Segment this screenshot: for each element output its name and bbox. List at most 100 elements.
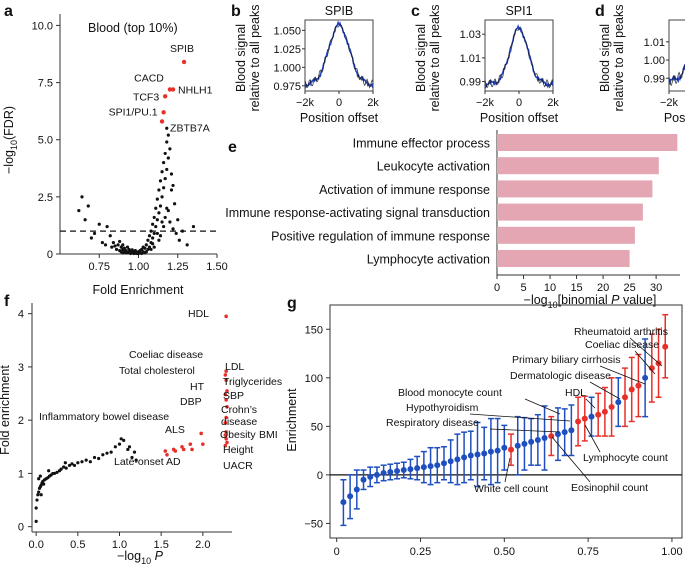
panel-f-annotations: HDL Coeliac disease LDL Total cholestero… xyxy=(39,308,282,472)
panel-e-xlabel-part2: [binomial xyxy=(558,293,612,307)
f-point xyxy=(37,490,41,494)
a-highlight-point xyxy=(181,59,187,65)
f-point xyxy=(132,450,137,454)
a-highlight-point xyxy=(167,87,173,92)
a-point xyxy=(155,197,159,201)
f-label-dbp: DBP xyxy=(180,396,202,408)
a-point xyxy=(119,245,123,249)
g-point xyxy=(347,493,354,500)
a-point xyxy=(171,227,175,231)
a-point xyxy=(185,243,189,247)
g-label-white-cell-count: White cell count xyxy=(474,483,548,495)
f-highlight-point xyxy=(224,415,228,420)
panel-a: a Blood (top 10%) 0 2.5 5.0 7.5 10.0 0.75 1.0… xyxy=(2,3,228,297)
g-point xyxy=(373,471,380,478)
g-label-dermatologic-disease: Dermatologic disease xyxy=(510,370,611,382)
f-label-ht: HT xyxy=(190,381,205,393)
g-leader-lymphocyte xyxy=(584,424,601,453)
e-bar xyxy=(497,180,653,198)
a-point xyxy=(174,231,178,236)
f-point xyxy=(72,463,77,468)
a-highlight-label: NHLH1 xyxy=(178,84,213,96)
b-xtick-label: 2k xyxy=(367,97,379,109)
f-label-crohns-line1: Crohn’s xyxy=(221,404,257,416)
a-point xyxy=(166,208,170,213)
f-point xyxy=(101,453,105,457)
c-xtick-label: 0 xyxy=(516,97,522,109)
g-point xyxy=(601,408,608,415)
a-point xyxy=(158,179,163,183)
a-point xyxy=(166,133,170,137)
panel-b-signal-raw xyxy=(304,23,374,89)
panel-b-title: SPIB xyxy=(325,4,354,18)
g-point xyxy=(387,468,394,475)
a-point xyxy=(144,250,148,254)
a-point xyxy=(149,229,153,233)
f-ytick-label: 4 xyxy=(18,309,24,321)
panel-d-signal-raw xyxy=(668,64,685,86)
f-point xyxy=(88,460,92,464)
a-point xyxy=(171,183,175,188)
e-category-label: Leukocyte activation xyxy=(377,160,490,174)
panel-g: g −50 0 50 100 150 0 0.25 0.50 0.75 1.00 Rheumat… xyxy=(285,295,683,558)
b-ytick-label: 1.050 xyxy=(273,25,301,37)
a-point xyxy=(155,231,159,236)
f-point xyxy=(55,470,59,474)
g-leader-respiratory xyxy=(489,428,561,433)
f-highlight-point xyxy=(224,398,228,402)
panel-c-ylabel-line: relative to all peaks xyxy=(428,4,442,111)
a-highlight-point xyxy=(159,119,165,124)
panel-f: f 0 1 2 3 4 0.0 0.5 1.0 1.5 2.0 HDL Coeliac dise… xyxy=(0,293,282,566)
a-point xyxy=(160,220,164,224)
panel-c-x-label: Position offset xyxy=(480,111,559,125)
a-highlight-label: SPIB xyxy=(170,43,194,55)
f-point xyxy=(64,466,68,470)
g-leader-hdl xyxy=(585,398,596,409)
panel-f-points xyxy=(34,437,138,523)
panel-label-c: c xyxy=(411,3,420,20)
a-ytick-label: 2.5 xyxy=(38,192,53,204)
a-point xyxy=(157,211,161,215)
f-highlight-point xyxy=(224,378,228,383)
d-ytick-label: 1.01 xyxy=(644,37,665,49)
e-xtick-label: 5 xyxy=(520,282,526,294)
g-point xyxy=(648,365,655,372)
g-point xyxy=(420,464,427,471)
g-label-hdl: HDL xyxy=(565,387,586,399)
f-highlight-point xyxy=(223,392,228,397)
panel-a-points xyxy=(77,126,196,256)
a-point xyxy=(89,236,93,240)
a-point xyxy=(152,245,156,249)
a-point xyxy=(162,160,166,165)
a-point xyxy=(152,231,156,236)
f-point xyxy=(34,519,38,523)
a-point xyxy=(163,176,167,181)
e-category-label: Lymphocyte activation xyxy=(367,253,490,267)
g-point xyxy=(541,435,548,442)
a-xtick-label: 1.25 xyxy=(167,261,188,273)
c-xtick-label: 2k xyxy=(547,97,559,109)
f-point xyxy=(119,437,123,441)
panel-c-y-label: Blood signalrelative to all peaks xyxy=(414,4,442,111)
g-point xyxy=(454,456,461,463)
g-leader-pbc xyxy=(599,365,646,385)
g-point xyxy=(628,386,635,393)
f-point xyxy=(47,469,51,473)
e-bar xyxy=(497,250,630,267)
g-label-hypothyroidism: Hypothyroidism xyxy=(406,402,479,414)
f-highlight-point xyxy=(224,430,228,434)
g-point xyxy=(440,460,447,467)
a-point xyxy=(151,236,155,240)
f-point xyxy=(39,493,43,497)
panel-e-bars: Immune effector process Leukocyte activat… xyxy=(225,134,678,267)
e-xtick-label: 30 xyxy=(650,282,662,294)
panel-f-xlabel-part1: −log xyxy=(117,549,141,563)
panel-d-ylabel-line: Blood signal xyxy=(598,24,612,92)
f-ytick-label: 2 xyxy=(18,415,24,427)
panel-a-x-ticks: 0.75 1.00 1.25 1.50 xyxy=(89,254,228,273)
a-highlight-label: CACD xyxy=(134,72,164,84)
g-point xyxy=(508,446,515,453)
a-point xyxy=(125,245,130,249)
f-highlight-point xyxy=(163,449,168,453)
a-highlight-point xyxy=(161,110,166,115)
